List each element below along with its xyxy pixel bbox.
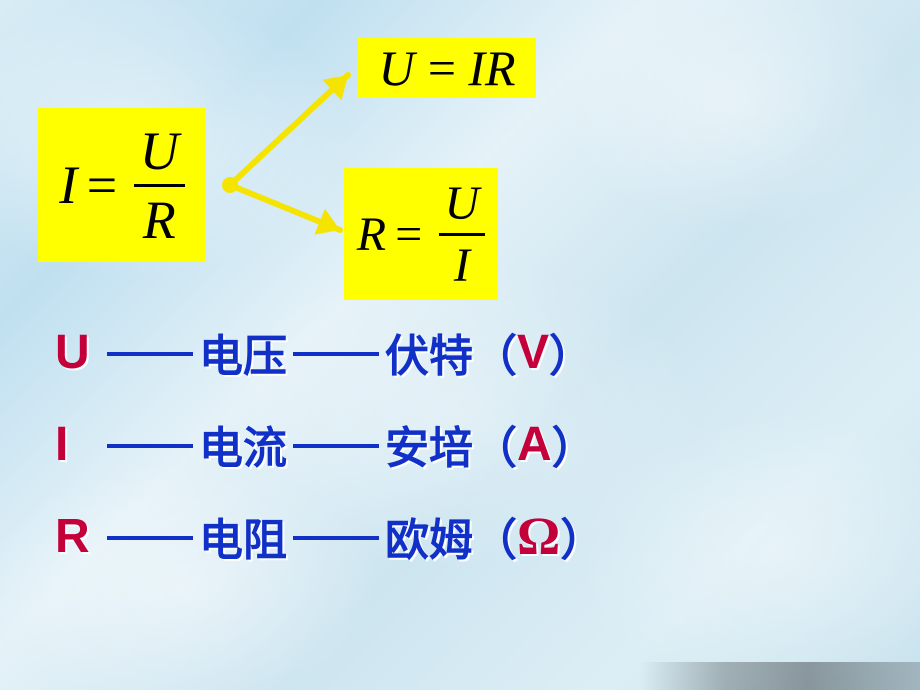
definition-unit-symbol: Ω	[517, 505, 560, 567]
definition-name: 电阻	[199, 504, 287, 568]
formula-main-den: R	[137, 187, 182, 251]
definition-symbol: R	[55, 509, 101, 564]
definition-symbol: I	[55, 417, 101, 472]
formula-main-num: U	[134, 120, 185, 184]
formula-top-lhs: U	[378, 39, 414, 97]
formula-top-eq: =	[425, 39, 459, 97]
definition-row: I 电流 安培（A）	[55, 412, 604, 476]
formula-top-rhs: IR	[468, 39, 515, 97]
formula-bottom: R = U I	[344, 168, 498, 300]
definition-row: R 电阻 欧姆（Ω）	[55, 504, 604, 568]
definition-symbol: U	[55, 325, 101, 380]
formula-main-eq: =	[83, 154, 119, 216]
paren-open: （	[473, 412, 517, 476]
dash-separator	[293, 352, 379, 356]
paren-close: ）	[560, 504, 604, 568]
formula-bottom-fraction: U I	[439, 176, 486, 293]
definition-unit-name: 伏特	[385, 320, 473, 384]
bottom-shadow	[640, 662, 920, 690]
paren-close: ）	[552, 412, 596, 476]
formula-main-fraction: U R	[134, 120, 185, 251]
formula-bottom-den: I	[448, 236, 476, 293]
definition-name: 电压	[199, 320, 287, 384]
definition-name: 电流	[199, 412, 287, 476]
paren-open: （	[473, 320, 517, 384]
dash-separator	[107, 536, 193, 540]
definition-unit-name: 安培	[385, 412, 473, 476]
formula-bottom-lhs: R	[357, 207, 386, 262]
definition-unit-name: 欧姆	[385, 504, 473, 568]
dash-separator	[293, 536, 379, 540]
definitions-block: U电压伏特（V）I电流安培（A）R电阻欧姆（Ω）	[55, 320, 604, 596]
dash-separator	[107, 444, 193, 448]
formula-bottom-num: U	[439, 176, 486, 233]
formula-main-lhs: I	[59, 154, 77, 216]
dash-separator	[107, 352, 193, 356]
definition-unit-symbol: V	[517, 325, 549, 380]
definition-unit-symbol: A	[517, 417, 552, 472]
formula-bottom-eq: =	[392, 207, 424, 262]
formula-top: U = IR	[358, 38, 536, 98]
dash-separator	[293, 444, 379, 448]
paren-close: ）	[549, 320, 593, 384]
formula-main: I = U R	[38, 108, 206, 262]
definition-row: U 电压 伏特（V）	[55, 320, 604, 384]
paren-open: （	[473, 504, 517, 568]
